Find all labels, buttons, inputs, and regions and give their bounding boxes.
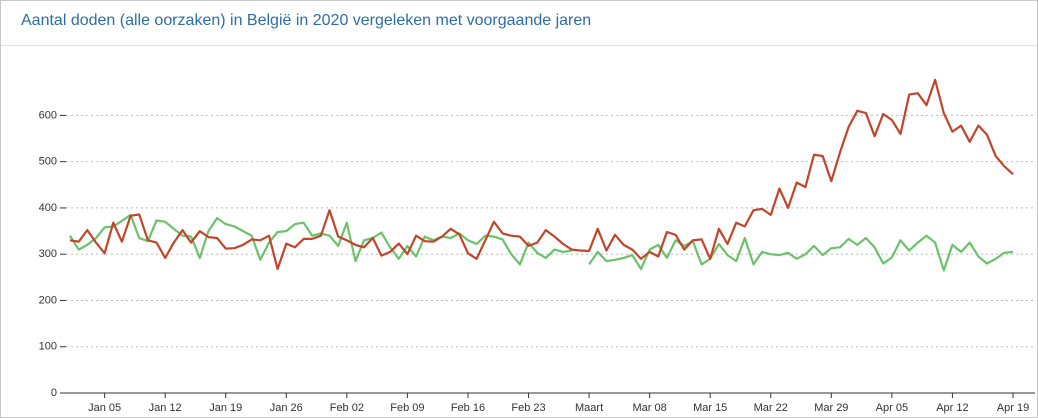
x-tick-label: Jan 12 [149,402,182,414]
x-tick-label: Feb 23 [511,402,545,414]
x-tick-label: Apr 05 [876,402,908,414]
y-tick-label: 200 [39,294,57,306]
x-tick-label: Feb 09 [390,402,424,414]
x-tick-label: Jan 19 [209,402,242,414]
y-tick-label: 300 [39,248,57,260]
header-divider [1,45,1037,46]
y-tick-label: 0 [51,387,57,399]
x-tick-label: Mar 29 [814,402,848,414]
y-tick-label: 400 [39,202,57,214]
x-tick-label: Mar 15 [693,402,727,414]
x-tick-label: Jan 26 [270,402,303,414]
chart-title: Aantal doden (alle oorzaken) in België i… [21,12,592,29]
y-tick-label: 600 [39,109,57,121]
x-tick-label: Mar 22 [754,402,788,414]
y-tick-label: 500 [39,156,57,168]
x-tick-label: Apr 12 [936,402,968,414]
x-tick-label: Mar 08 [633,402,667,414]
data-line [69,213,1014,272]
x-tick-label: Feb 16 [451,402,485,414]
x-tick-label: Jan 05 [88,402,121,414]
data-line [69,78,1014,271]
x-tick-label: Feb 02 [330,402,364,414]
y-tick-label: 100 [39,341,57,353]
x-tick-label: Apr 19 [997,402,1029,414]
x-tick-label: Maart [575,402,603,414]
